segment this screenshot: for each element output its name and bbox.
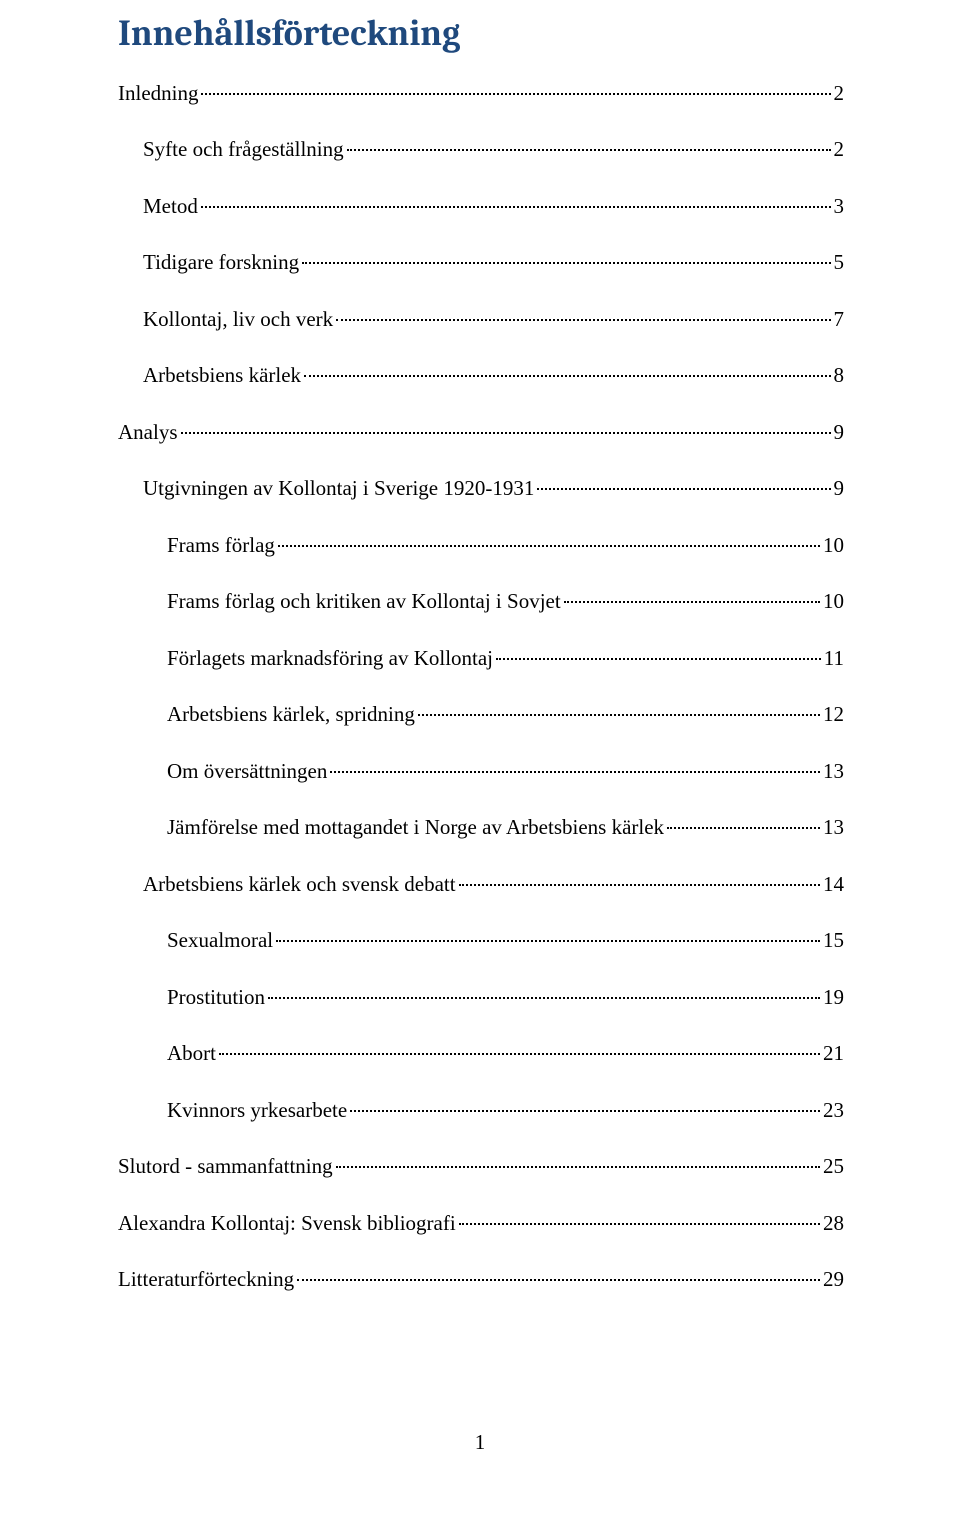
page-number: 1 [0, 1430, 960, 1455]
toc-entry: Abort 21 [118, 1038, 844, 1070]
toc-leader [459, 1223, 820, 1225]
toc-entry-label: Litteraturförteckning [118, 1264, 294, 1296]
toc-entry-page: 13 [823, 756, 844, 788]
document-page: Innehållsförteckning Inledning 2Syfte oc… [0, 0, 960, 1515]
toc-entry-page: 19 [823, 982, 844, 1014]
toc-entry-page: 13 [823, 812, 844, 844]
toc-entry: Kvinnors yrkesarbete 23 [118, 1095, 844, 1127]
toc-entry-page: 10 [823, 586, 844, 618]
toc-leader [219, 1053, 820, 1055]
toc-leader [201, 93, 830, 95]
toc-leader [268, 997, 820, 999]
toc-entry: Frams förlag 10 [118, 530, 844, 562]
toc-leader [297, 1279, 820, 1281]
toc-entry-label: Syfte och frågeställning [143, 134, 344, 166]
toc-entry-page: 9 [834, 473, 845, 505]
toc-entry-label: Frams förlag och kritiken av Kollontaj i… [167, 586, 561, 618]
toc-entry: Arbetsbiens kärlek och svensk debatt 14 [118, 869, 844, 901]
toc-entry-label: Slutord - sammanfattning [118, 1151, 333, 1183]
toc-entry: Utgivningen av Kollontaj i Sverige 1920-… [118, 473, 844, 505]
toc-leader [350, 1110, 820, 1112]
toc-leader [347, 149, 831, 151]
toc-leader [302, 262, 830, 264]
toc-entry-label: Alexandra Kollontaj: Svensk bibliografi [118, 1208, 456, 1240]
toc-entry-page: 2 [834, 134, 845, 166]
toc-leader [537, 488, 830, 490]
toc-entry: Litteraturförteckning 29 [118, 1264, 844, 1296]
toc-entry: Om översättningen 13 [118, 756, 844, 788]
toc-leader [564, 601, 820, 603]
toc-entry: Sexualmoral 15 [118, 925, 844, 957]
toc-entry-page: 11 [824, 643, 844, 675]
toc-leader [667, 827, 820, 829]
toc-entry-label: Arbetsbiens kärlek, spridning [167, 699, 415, 731]
toc-leader [459, 884, 820, 886]
toc-leader [496, 658, 821, 660]
toc-entry: Jämförelse med mottagandet i Norge av Ar… [118, 812, 844, 844]
toc-entry: Syfte och frågeställning 2 [118, 134, 844, 166]
toc-entry: Tidigare forskning 5 [118, 247, 844, 279]
toc-entry: Arbetsbiens kärlek, spridning 12 [118, 699, 844, 731]
toc-entry-page: 23 [823, 1095, 844, 1127]
toc-entry-page: 9 [834, 417, 845, 449]
toc-entry-label: Sexualmoral [167, 925, 273, 957]
toc-entry: Prostitution 19 [118, 982, 844, 1014]
toc-entry-page: 25 [823, 1151, 844, 1183]
toc-entry-label: Inledning [118, 78, 198, 110]
toc-entry-label: Kollontaj, liv och verk [143, 304, 333, 336]
toc-leader [336, 319, 830, 321]
toc-entry-page: 2 [834, 78, 845, 110]
toc-entry: Frams förlag och kritiken av Kollontaj i… [118, 586, 844, 618]
toc-entry: Arbetsbiens kärlek 8 [118, 360, 844, 392]
toc-entry: Slutord - sammanfattning 25 [118, 1151, 844, 1183]
toc-entry-label: Utgivningen av Kollontaj i Sverige 1920-… [143, 473, 534, 505]
toc-entry-page: 5 [834, 247, 845, 279]
toc-entry-page: 8 [834, 360, 845, 392]
toc-title: Innehållsförteckning [118, 14, 844, 54]
toc-entry-label: Analys [118, 417, 178, 449]
toc-entry-page: 10 [823, 530, 844, 562]
toc-leader [418, 714, 820, 716]
toc-entry-label: Kvinnors yrkesarbete [167, 1095, 347, 1127]
toc-entry: Analys 9 [118, 417, 844, 449]
toc-entry-page: 7 [834, 304, 845, 336]
toc-entry-label: Abort [167, 1038, 216, 1070]
toc-entry-label: Arbetsbiens kärlek och svensk debatt [143, 869, 456, 901]
toc-entry-label: Om översättningen [167, 756, 327, 788]
toc-entry-page: 29 [823, 1264, 844, 1296]
toc-leader [181, 432, 831, 434]
toc-leader [330, 771, 820, 773]
toc-list: Inledning 2Syfte och frågeställning 2Met… [118, 78, 844, 1296]
toc-entry: Förlagets marknadsföring av Kollontaj 11 [118, 643, 844, 675]
toc-entry-page: 28 [823, 1208, 844, 1240]
toc-leader [201, 206, 831, 208]
toc-entry-label: Jämförelse med mottagandet i Norge av Ar… [167, 812, 664, 844]
toc-entry-label: Förlagets marknadsföring av Kollontaj [167, 643, 493, 675]
toc-leader [276, 940, 820, 942]
toc-entry-label: Frams förlag [167, 530, 275, 562]
toc-entry-label: Arbetsbiens kärlek [143, 360, 301, 392]
toc-entry: Alexandra Kollontaj: Svensk bibliografi … [118, 1208, 844, 1240]
toc-leader [336, 1166, 820, 1168]
toc-entry-label: Prostitution [167, 982, 265, 1014]
toc-entry-label: Tidigare forskning [143, 247, 299, 279]
toc-entry-label: Metod [143, 191, 198, 223]
toc-leader [304, 375, 830, 377]
toc-entry-page: 21 [823, 1038, 844, 1070]
toc-entry: Kollontaj, liv och verk 7 [118, 304, 844, 336]
toc-entry: Inledning 2 [118, 78, 844, 110]
toc-entry-page: 14 [823, 869, 844, 901]
toc-entry-page: 15 [823, 925, 844, 957]
toc-leader [278, 545, 820, 547]
toc-entry-page: 12 [823, 699, 844, 731]
toc-entry: Metod 3 [118, 191, 844, 223]
toc-entry-page: 3 [834, 191, 845, 223]
